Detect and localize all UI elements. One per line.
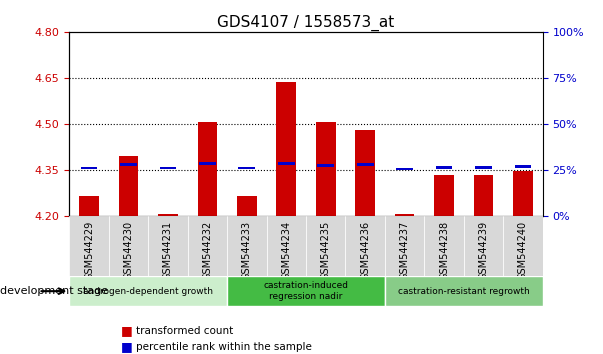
Bar: [160, 167, 176, 170]
Bar: [355, 130, 375, 216]
Text: percentile rank within the sample: percentile rank within the sample: [136, 342, 312, 352]
Text: transformed count: transformed count: [136, 326, 233, 336]
Title: GDS4107 / 1558573_at: GDS4107 / 1558573_at: [218, 14, 394, 30]
Bar: [278, 162, 295, 165]
Text: ■: ■: [121, 341, 132, 353]
Text: GSM544236: GSM544236: [360, 221, 370, 280]
Bar: [475, 166, 492, 169]
Bar: [238, 167, 255, 170]
Text: GSM544240: GSM544240: [518, 221, 528, 280]
Bar: [237, 196, 257, 216]
Bar: [425, 216, 464, 276]
Text: GSM544230: GSM544230: [124, 221, 133, 280]
Text: GSM544234: GSM544234: [281, 221, 291, 280]
Bar: [385, 276, 543, 306]
Bar: [474, 175, 493, 216]
Bar: [188, 216, 227, 276]
Text: GSM544237: GSM544237: [400, 221, 409, 280]
Text: GSM544238: GSM544238: [439, 221, 449, 280]
Bar: [396, 168, 413, 170]
Text: androgen-dependent growth: androgen-dependent growth: [83, 287, 213, 296]
Bar: [198, 122, 217, 216]
Text: castration-induced
regression nadir: castration-induced regression nadir: [264, 281, 349, 301]
Bar: [227, 216, 267, 276]
Bar: [79, 196, 99, 216]
Text: GSM544231: GSM544231: [163, 221, 173, 280]
Text: GSM544239: GSM544239: [479, 221, 488, 280]
Bar: [267, 216, 306, 276]
Text: GSM544229: GSM544229: [84, 221, 94, 280]
Bar: [357, 163, 374, 166]
Bar: [434, 175, 454, 216]
Bar: [436, 166, 452, 169]
Bar: [227, 276, 385, 306]
Bar: [306, 216, 346, 276]
Bar: [120, 163, 137, 166]
Bar: [504, 216, 543, 276]
Bar: [276, 82, 296, 216]
Bar: [69, 276, 227, 306]
Bar: [119, 156, 138, 216]
Text: GSM544232: GSM544232: [203, 221, 212, 280]
Text: development stage: development stage: [0, 286, 108, 296]
Bar: [81, 167, 98, 170]
Bar: [513, 171, 533, 216]
Bar: [109, 216, 148, 276]
Bar: [464, 216, 504, 276]
Text: GSM544235: GSM544235: [321, 221, 331, 280]
Text: ■: ■: [121, 325, 132, 337]
Text: castration-resistant regrowth: castration-resistant regrowth: [398, 287, 529, 296]
Bar: [395, 215, 414, 216]
Bar: [385, 216, 425, 276]
Bar: [148, 216, 188, 276]
Bar: [199, 162, 216, 165]
Text: GSM544233: GSM544233: [242, 221, 252, 280]
Bar: [158, 215, 178, 216]
Bar: [514, 165, 531, 168]
Bar: [317, 164, 334, 167]
Bar: [316, 122, 336, 216]
Bar: [69, 216, 109, 276]
Bar: [346, 216, 385, 276]
